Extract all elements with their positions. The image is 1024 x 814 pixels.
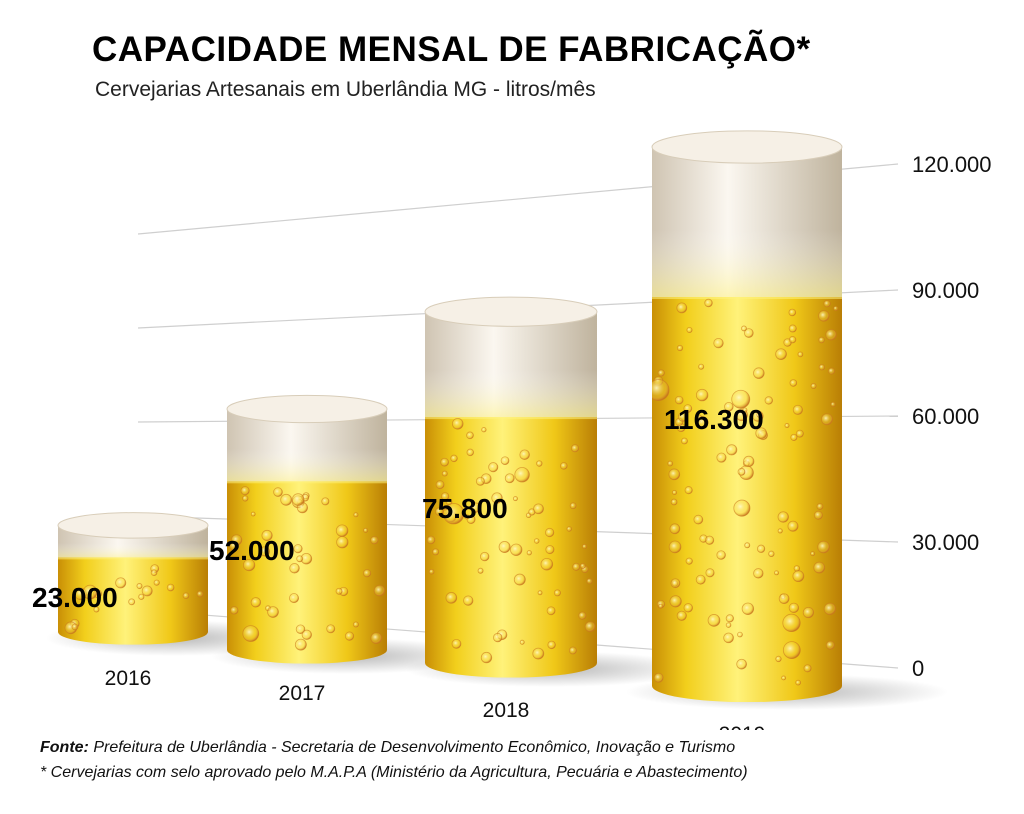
bar-2018 — [424, 296, 598, 678]
source-label: Fonte: — [40, 739, 89, 756]
bar-2017 — [226, 394, 388, 664]
data-label: 116.300 — [664, 404, 764, 435]
y-tick-label: 60.000 — [912, 404, 979, 429]
data-label: 52.000 — [209, 535, 295, 566]
source-note: Fonte: Prefeitura de Uberlândia - Secret… — [40, 738, 735, 758]
y-tick-label: 30.000 — [912, 530, 979, 555]
x-tick-label: 2016 — [105, 667, 152, 690]
x-tick-label: 2018 — [483, 699, 530, 722]
y-tick-label: 90.000 — [912, 278, 979, 303]
bars-layer — [57, 130, 843, 703]
x-tick-label: 2019 — [719, 723, 766, 730]
data-label: 23.000 — [32, 582, 118, 613]
data-label: 75.800 — [422, 493, 508, 524]
bar-2016 — [57, 512, 209, 645]
x-tick-label: 2017 — [279, 682, 326, 705]
chart-subtitle: Cervejarias Artesanais em Uberlândia MG … — [95, 78, 596, 101]
labels-layer: 2016 23.000 2017 52.000 2018 75.800 2019 116.30… — [32, 404, 765, 730]
bar-2019 — [651, 130, 843, 703]
y-axis-ticks: 0 30.000 60.000 90.000 120.000 — [912, 152, 992, 681]
y-tick-label: 120.000 — [912, 152, 992, 177]
y-tick-label: 0 — [912, 656, 924, 681]
source-text: Prefeitura de Uberlândia - Secretaria de… — [88, 739, 736, 756]
certification-note: * Cervejarias com selo aprovado pelo M.A… — [40, 764, 748, 781]
chart-title: CAPACIDADE MENSAL DE FABRICAÇÃO* — [92, 30, 811, 69]
